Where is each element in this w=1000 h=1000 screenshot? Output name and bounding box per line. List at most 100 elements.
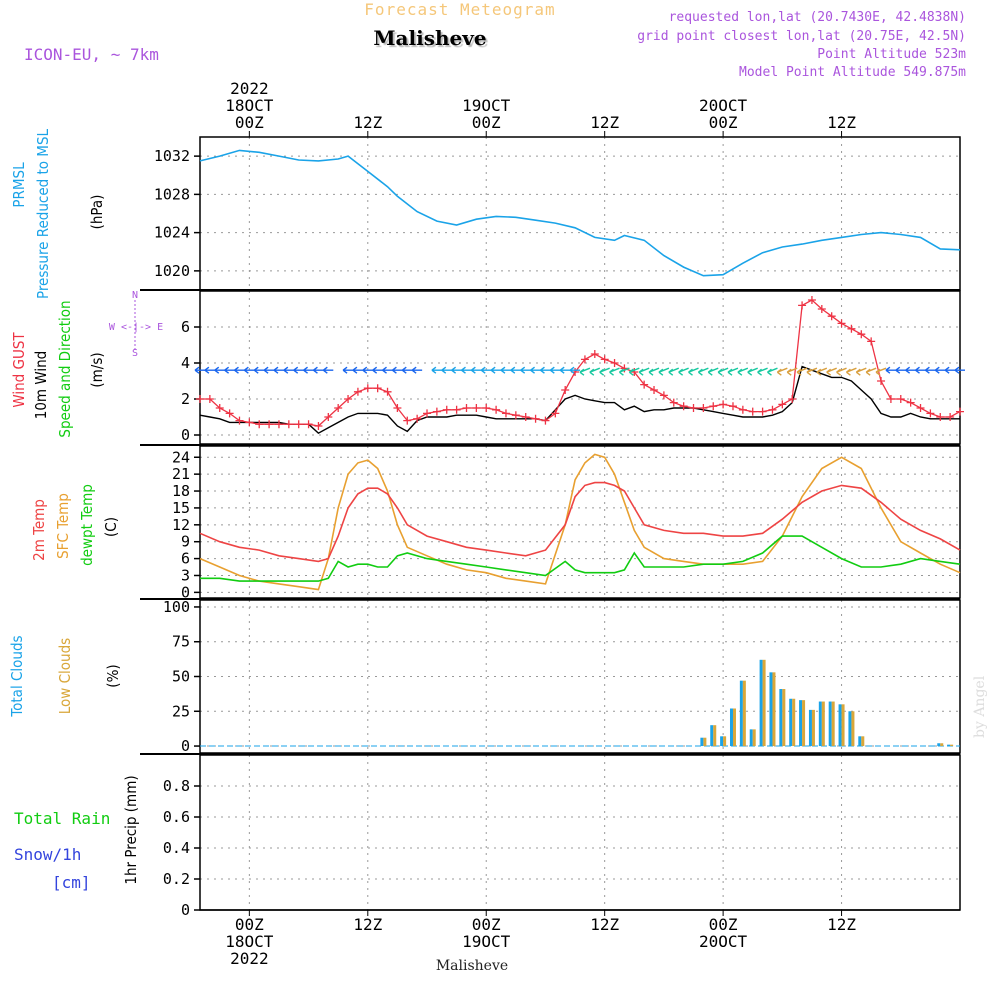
wind-gust-marker: [580, 355, 589, 364]
wind-direction-arrow: [934, 366, 946, 374]
wind-gust-marker: [758, 407, 767, 416]
prmsl-line: [199, 149, 961, 277]
wind-gust-marker: [896, 395, 905, 403]
wind-direction-arrow: [767, 367, 778, 376]
y-tick-label: 18: [172, 482, 190, 500]
wind-direction-arrow: [313, 366, 324, 374]
wind-direction-arrow: [451, 366, 462, 374]
wind-direction-arrow: [599, 367, 610, 376]
low-clouds-bar: [841, 704, 845, 747]
top-time-label: 12Z: [353, 113, 382, 132]
wind-gust-marker: [689, 404, 698, 412]
wind-gust-marker: [807, 296, 816, 304]
bottom-time-label: 19OCT: [462, 932, 511, 951]
wind-gust-marker: [956, 407, 964, 416]
y-tick-label: 0: [181, 901, 190, 919]
wind-direction-arrow: [915, 366, 926, 374]
wind-direction-arrow: [776, 367, 788, 376]
total-clouds-bar: [947, 744, 951, 747]
total-clouds-bar: [720, 736, 724, 747]
wind-gust-marker: [284, 420, 293, 429]
y-tick-label: 15: [172, 499, 190, 517]
low-clouds-bar: [713, 725, 717, 747]
low-clouds-bar: [782, 689, 786, 747]
wind-gust-label: Wind GUST: [10, 332, 28, 408]
low-clouds-bar: [802, 700, 806, 747]
low-clouds-bar: [950, 744, 954, 747]
wind-gust-marker: [245, 418, 254, 427]
low-clouds-bar: [792, 698, 796, 747]
y-tick-label: 0: [181, 426, 190, 444]
wind-gust-marker: [511, 411, 520, 420]
wind-gust-marker: [472, 404, 481, 412]
wind-gust-marker: [837, 319, 846, 328]
snow-unit-label: [cm]: [52, 873, 91, 892]
low-clouds-bar: [940, 743, 944, 747]
wind-gust-marker: [867, 337, 876, 346]
compass-north: N: [132, 290, 138, 301]
sfc-temp-line: [199, 453, 961, 591]
wind-gust-marker: [827, 312, 836, 321]
wind-direction-arrow: [500, 366, 511, 374]
wind-direction-arrow: [520, 366, 531, 374]
bottom-time-label: 12Z: [827, 915, 856, 934]
wind-gust-marker: [423, 409, 432, 418]
prmsl-full-label: Pressure Reduced to MSL: [34, 128, 52, 299]
wind-gust-marker: [738, 405, 747, 414]
wind-gust-marker: [344, 395, 353, 403]
wind-direction-arrow: [846, 367, 857, 376]
dewpt-temp-line: [200, 535, 961, 582]
wind-direction-arrow: [737, 367, 749, 376]
wind-direction-arrow: [411, 366, 423, 374]
low-clouds-bar: [851, 711, 855, 747]
wind-direction-arrow: [589, 367, 601, 376]
wind-gust-marker: [561, 386, 570, 394]
model-label: ICON-EU, ~ 7km: [24, 45, 159, 64]
wind-direction-arrow: [747, 367, 758, 376]
wind-direction-arrow: [293, 366, 304, 374]
y-tick-label: 6: [181, 318, 190, 336]
top-time-label: 2022: [230, 79, 269, 98]
wind-gust-marker: [926, 409, 935, 418]
wind-gust-marker: [531, 414, 540, 423]
wind-direction-arrow: [648, 367, 660, 376]
y-tick-label: 50: [172, 668, 190, 686]
wind-direction-arrow: [194, 366, 205, 374]
wind-gust-marker: [482, 404, 491, 412]
wind-gust-marker: [600, 355, 609, 364]
wind-gust-marker: [294, 420, 303, 429]
wind-direction-arrow: [342, 366, 354, 374]
wind-gust-marker: [314, 422, 323, 430]
wind-gust-marker: [492, 405, 501, 414]
wind-direction-arrow: [303, 366, 314, 374]
wind-direction-arrow: [836, 367, 847, 376]
wind-gust-marker: [393, 404, 402, 412]
y-tick-label: 0.4: [163, 839, 190, 857]
total-clouds-bar: [749, 729, 753, 747]
wind-gust-marker: [413, 414, 422, 423]
wind-direction-arrow: [569, 366, 581, 374]
wind-gust-marker: [699, 404, 708, 412]
wind-direction-arrow: [352, 366, 363, 374]
panel-wind: 0 2 4 6: [181, 290, 961, 445]
total-clouds-label: Total Clouds: [8, 635, 26, 717]
wind-direction-arrow: [243, 366, 255, 374]
wind-direction-arrow: [628, 367, 640, 376]
wind-direction-arrow: [658, 367, 670, 376]
wind-direction-arrow: [382, 366, 393, 374]
temp-2m-line: [199, 481, 961, 563]
wind-gust-marker: [205, 395, 214, 403]
point-altitude-label: Point Altitude 523m: [817, 47, 966, 62]
panel-precip: 0 0.2 0.4 0.6 0.8: [163, 754, 961, 919]
compass-west-east: W <-|-> E: [109, 322, 163, 333]
wind-direction-arrow: [579, 367, 591, 376]
wind-direction-arrow: [609, 367, 620, 376]
low-clouds-bar: [723, 736, 727, 747]
y-tick-label: 12: [172, 516, 190, 534]
bottom-time-label: 2022: [230, 949, 269, 968]
total-clouds-bar: [789, 698, 793, 747]
wind-direction-arrow: [214, 366, 225, 374]
total-clouds-bar: [729, 708, 733, 747]
y-tick-label: 24: [172, 448, 190, 466]
